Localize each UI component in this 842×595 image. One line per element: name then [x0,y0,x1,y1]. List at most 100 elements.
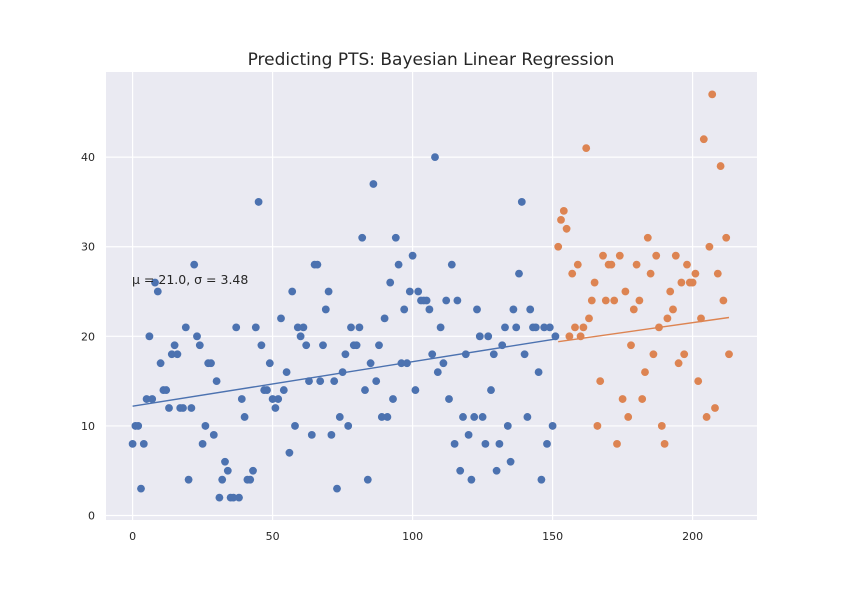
data-point [277,314,285,323]
data-point [629,305,638,314]
data-point [657,422,666,430]
data-point [557,215,565,224]
data-point [501,323,509,332]
data-point [321,305,330,314]
y-axis-ticks: 0 10 20 30 40 [81,151,95,522]
data-point [590,278,599,287]
data-point [389,395,397,403]
data-point [632,260,641,269]
data-point [249,466,257,475]
data-point [391,233,400,242]
data-point [221,457,229,466]
data-point [683,260,691,269]
data-point [274,395,283,403]
data-point [207,359,215,368]
data-point [445,395,453,403]
x-axis-ticks: 0 50 100 150 200 [129,530,703,543]
data-point [515,269,523,278]
data-point [291,422,299,430]
data-point [151,278,159,287]
data-point [593,422,602,430]
data-point [139,439,148,448]
y-tick-label: 10 [81,420,95,433]
data-point [145,332,154,341]
data-point [680,350,689,359]
data-point [641,368,649,377]
data-point [484,332,493,341]
data-point [677,278,686,287]
data-point [302,341,311,350]
data-point [666,287,675,296]
data-point [537,475,546,484]
data-point [652,251,661,260]
data-point [503,422,512,430]
data-point [694,377,703,386]
data-point [646,269,655,278]
data-point [447,260,456,269]
data-point [495,439,504,448]
data-point [660,439,669,448]
data-point [618,395,627,403]
data-point [467,475,476,484]
data-point [433,368,442,377]
data-point [450,439,459,448]
data-point [716,162,725,170]
gridlines [106,72,757,520]
data-point [179,404,187,412]
data-point [153,287,162,296]
data-point [403,359,411,368]
data-point [478,413,487,421]
data-point [235,493,243,502]
data-point [531,323,540,332]
data-point [299,323,308,332]
data-point [380,314,389,323]
plot-area [106,72,757,520]
data-point [509,305,518,314]
data-point [333,484,341,493]
data-point [587,296,596,305]
data-point [305,377,313,386]
data-point [663,314,672,323]
data-point [355,323,364,332]
data-point [601,296,610,305]
data-point [562,224,571,233]
data-point [669,305,677,314]
data-point [338,368,347,377]
data-point [156,359,165,368]
data-point [481,439,490,448]
y-tick-label: 0 [88,510,95,523]
data-point [551,332,560,341]
data-point [237,395,246,403]
data-point [671,251,680,260]
data-point [475,332,484,341]
data-point [643,233,652,242]
data-point [627,341,635,350]
data-point [487,386,495,394]
data-point [523,413,532,421]
data-point [215,493,224,502]
data-point [576,332,585,341]
data-point [265,359,274,368]
data-point [649,350,658,359]
data-point [691,269,700,278]
x-tick-label: 150 [542,530,563,543]
data-point [624,413,633,421]
data-point [307,430,316,439]
data-point [142,395,151,403]
data-point [554,242,563,251]
data-point [375,341,383,350]
data-point [363,475,372,484]
data-point [596,377,605,386]
data-point [296,332,305,341]
data-point [688,278,697,287]
data-point [697,314,705,323]
data-point [173,350,182,359]
data-point [271,404,280,412]
data-point [708,90,717,99]
data-point [400,305,409,314]
data-point [263,386,271,394]
data-point [187,404,196,412]
data-point [240,413,249,421]
data-point [134,422,143,430]
